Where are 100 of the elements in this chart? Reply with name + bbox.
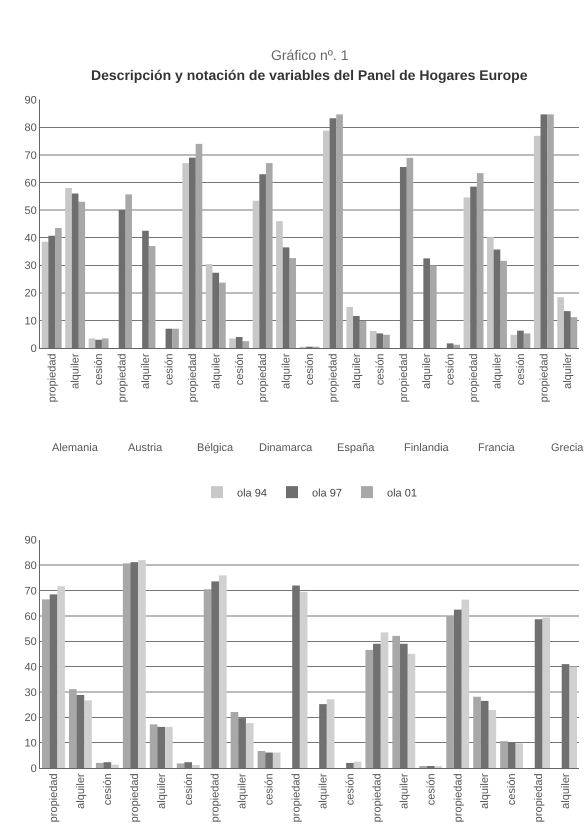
bar bbox=[138, 560, 146, 768]
x-tick-label: propiedad bbox=[290, 773, 303, 822]
bar bbox=[206, 264, 212, 348]
bar bbox=[78, 202, 86, 348]
bar bbox=[266, 163, 273, 348]
x-tick-label: propiedad bbox=[533, 773, 546, 822]
bar bbox=[65, 188, 72, 348]
text: Finlandia bbox=[404, 442, 450, 454]
x-tick-label: alquiler bbox=[74, 773, 87, 809]
bar bbox=[42, 599, 50, 768]
x-tick-label: alquiler bbox=[350, 353, 363, 389]
legend-label: ola 94 bbox=[237, 487, 267, 500]
bar bbox=[57, 586, 65, 768]
y-tick-label: 40 bbox=[24, 661, 37, 674]
bar bbox=[258, 751, 266, 768]
bar bbox=[557, 297, 564, 348]
bar bbox=[172, 328, 179, 348]
text: Francia bbox=[478, 442, 516, 454]
bar bbox=[406, 158, 414, 348]
bar bbox=[383, 334, 390, 348]
bar bbox=[462, 600, 470, 768]
bar bbox=[219, 282, 226, 348]
y-tick-label: 0 bbox=[30, 342, 37, 355]
bar bbox=[446, 616, 454, 768]
bar bbox=[55, 228, 62, 348]
bar bbox=[488, 710, 496, 768]
bar bbox=[192, 764, 200, 768]
bar bbox=[111, 764, 119, 768]
x-tick-label: cesión bbox=[444, 353, 457, 386]
x-tick-label: alquiler bbox=[156, 773, 168, 809]
bar bbox=[453, 344, 460, 348]
x-tick-label: cesión bbox=[374, 353, 386, 386]
legend-label: ola 97 bbox=[312, 487, 342, 500]
x-tick-label: cesión bbox=[425, 773, 438, 806]
bar bbox=[176, 763, 184, 768]
bar bbox=[464, 197, 470, 348]
y-tick-label: 0 bbox=[30, 762, 37, 775]
y-tick-label: 10 bbox=[24, 315, 37, 328]
bar bbox=[196, 144, 202, 348]
y-tick-label: 70 bbox=[24, 150, 37, 162]
bar bbox=[380, 632, 388, 768]
bar bbox=[84, 700, 92, 768]
bar bbox=[524, 333, 530, 348]
bar bbox=[370, 330, 376, 348]
bar bbox=[300, 592, 308, 768]
bar bbox=[242, 341, 250, 348]
x-tick-label: cesión bbox=[182, 773, 195, 806]
bar bbox=[102, 338, 109, 348]
bar bbox=[122, 563, 131, 768]
x-tick-label: propiedad bbox=[468, 353, 480, 402]
bar bbox=[125, 194, 132, 348]
x-tick-label: alquiler bbox=[70, 353, 82, 389]
bar bbox=[182, 163, 190, 348]
bar bbox=[569, 666, 577, 768]
x-tick-label: alquiler bbox=[479, 773, 492, 809]
bar bbox=[96, 762, 104, 768]
bar bbox=[229, 338, 236, 348]
x-tick-label: propiedad bbox=[452, 773, 464, 822]
x-tick-label: alquiler bbox=[210, 353, 222, 389]
bar bbox=[510, 334, 518, 348]
bar bbox=[88, 338, 96, 348]
x-tick-label: propiedad bbox=[186, 353, 199, 402]
bar bbox=[354, 762, 362, 768]
x-tick-label: alquiler bbox=[236, 773, 249, 809]
x-tick-label: propiedad bbox=[46, 353, 58, 402]
x-tick-label: cesión bbox=[264, 773, 276, 806]
bar bbox=[547, 114, 554, 348]
bar bbox=[487, 237, 494, 348]
bar bbox=[570, 317, 578, 348]
bar bbox=[68, 689, 77, 768]
bar bbox=[476, 173, 484, 348]
y-tick-label: 80 bbox=[24, 560, 37, 572]
y-tick-label: 40 bbox=[24, 232, 37, 245]
x-tick-label: alquiler bbox=[318, 773, 330, 809]
y-tick-label: 20 bbox=[24, 712, 37, 724]
x-tick-label: alquiler bbox=[492, 353, 504, 389]
bar bbox=[336, 114, 343, 348]
bar bbox=[272, 752, 281, 768]
x-tick-label: propiedad bbox=[116, 353, 129, 402]
x-tick-label: propiedad bbox=[257, 353, 270, 402]
y-tick-label: 20 bbox=[24, 288, 37, 300]
y-tick-label: 50 bbox=[24, 204, 37, 217]
bar bbox=[230, 712, 238, 768]
bar bbox=[322, 130, 330, 348]
y-tick-label: 60 bbox=[24, 610, 37, 623]
legend-label: ola 01 bbox=[386, 487, 417, 500]
x-tick-label: alquiler bbox=[280, 353, 293, 389]
x-tick-label: propiedad bbox=[398, 353, 410, 402]
bar bbox=[365, 650, 374, 768]
text: España bbox=[337, 442, 376, 454]
bar bbox=[204, 589, 212, 768]
bar bbox=[473, 696, 481, 768]
x-tick-label: propiedad bbox=[210, 773, 222, 822]
bar bbox=[165, 726, 173, 768]
bar bbox=[246, 723, 254, 768]
x-tick-label: cesión bbox=[344, 773, 357, 806]
text: Grecia bbox=[551, 442, 584, 454]
chart-title: Gráfico nº. 1 bbox=[271, 47, 349, 63]
x-tick-label: alquiler bbox=[562, 353, 574, 389]
x-tick-label: cesión bbox=[93, 353, 106, 386]
